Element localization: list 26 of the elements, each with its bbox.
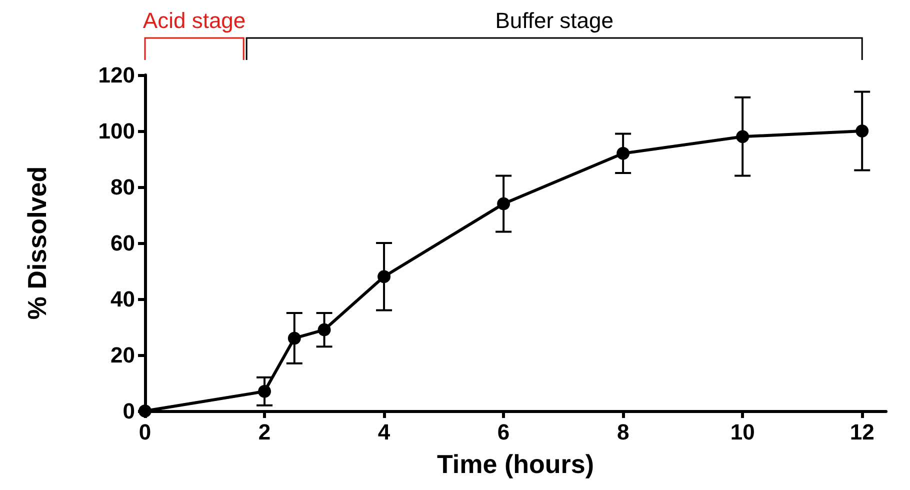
y-tick-label: 100	[98, 118, 135, 144]
x-tick-label: 10	[730, 420, 755, 444]
x-tick-label: 8	[616, 420, 630, 444]
point	[497, 197, 510, 210]
x-axis-title: Time (hours)	[437, 449, 594, 479]
x-tick-label: 12	[850, 420, 874, 444]
y-tick-label: 20	[110, 342, 135, 368]
point	[318, 323, 331, 336]
x-tick-label: 0	[138, 420, 152, 444]
x-tick-label: 4	[378, 420, 391, 444]
point	[378, 270, 391, 284]
y-axis-title: % Dissolved	[22, 166, 52, 320]
text: Acid stage	[142, 8, 246, 33]
x-tick-label: 6	[497, 420, 510, 444]
x-tick-label: 2	[258, 420, 271, 444]
y-tick-label: 120	[98, 62, 135, 88]
y-tick-label: 40	[110, 286, 135, 312]
y-tick-label: 80	[110, 174, 135, 200]
point	[736, 130, 750, 144]
text: Buffer stage	[495, 8, 614, 33]
point	[616, 146, 630, 160]
y-tick-label: 0	[122, 398, 135, 424]
point	[288, 332, 301, 345]
point	[856, 124, 869, 138]
y-tick-label: 60	[110, 230, 135, 256]
point	[258, 384, 272, 398]
